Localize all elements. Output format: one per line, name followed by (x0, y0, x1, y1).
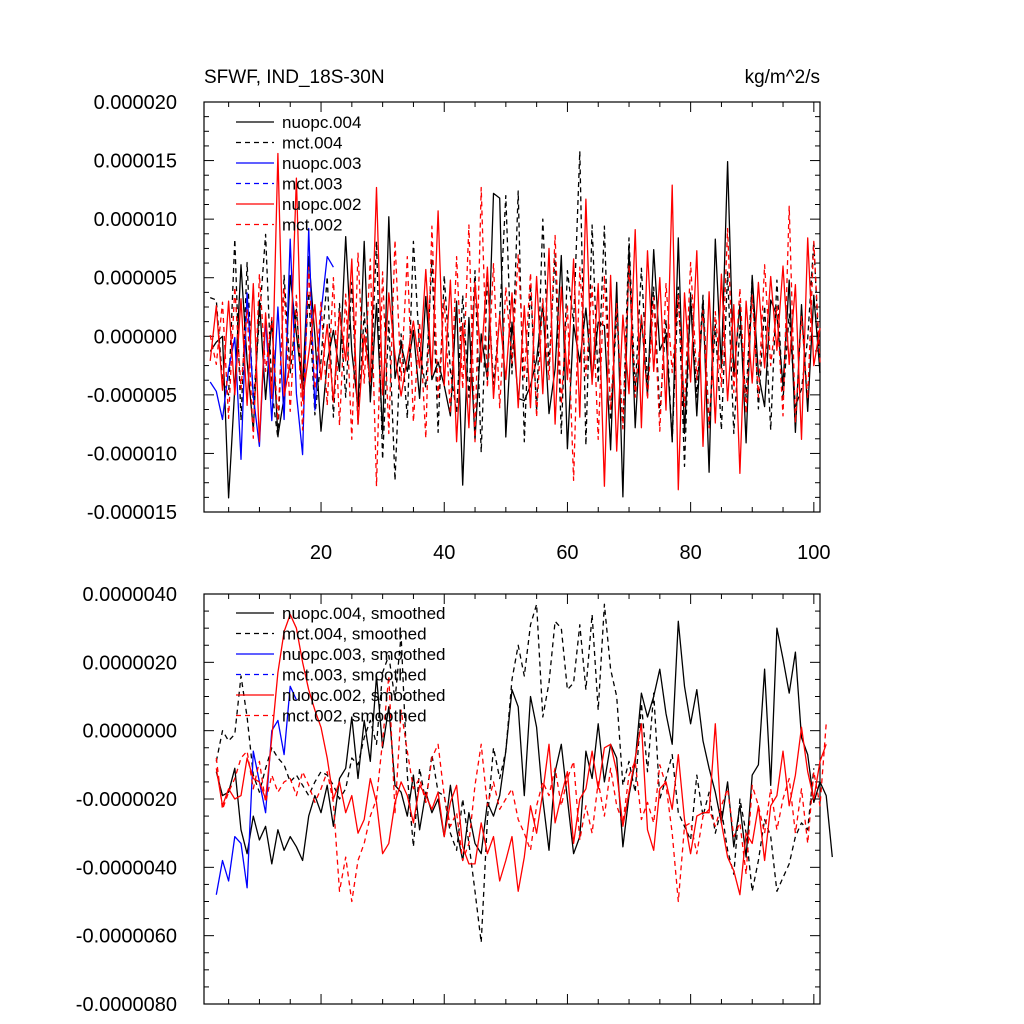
top-y-tick-label: 0.000005 (94, 268, 177, 290)
bottom-series-line-2 (215, 685, 297, 895)
bottom-y-tick-label: -0.0000020 (76, 789, 177, 811)
top-legend-label: nuopc.003 (282, 154, 361, 173)
top-series-line-5 (209, 186, 821, 487)
top-x-tick-label: 40 (433, 542, 455, 564)
bottom-series-line-1 (215, 603, 815, 944)
top-legend-label: nuopc.002 (282, 195, 361, 214)
bottom-y-tick-label: -0.0000060 (76, 926, 177, 948)
top-x-tick-label: 20 (310, 542, 332, 564)
top-y-tick-label: -0.000010 (87, 443, 177, 465)
top-chart: 20 40 60 80 100 0.000020 0.000015 0.000010 0.000… (87, 92, 831, 564)
bottom-y-tick-label: 0.0000000 (82, 721, 177, 743)
top-y-tick-label: 0.000020 (94, 92, 177, 114)
bottom-legend-label: mct.003, smoothed (282, 666, 427, 685)
top-x-tick-label: 100 (797, 542, 830, 564)
bottom-y-tick-label: 0.0000040 (82, 584, 177, 606)
bottom-legend-label: nuopc.003, smoothed (282, 645, 446, 664)
bottom-legend-label: mct.002, smoothed (282, 707, 427, 726)
bottom-y-tick-label: -0.0000040 (76, 857, 177, 879)
bottom-legend-label: nuopc.004, smoothed (282, 604, 446, 623)
bottom-series-line-4 (215, 613, 827, 896)
top-chart-units: kg/m^2/s (745, 67, 820, 88)
top-legend-label: mct.004 (282, 134, 342, 153)
top-y-tick-label: 0.000000 (94, 326, 177, 348)
bottom-legend-label: mct.004, smoothed (282, 625, 427, 644)
top-x-tick-label: 60 (556, 542, 578, 564)
top-series-line-1 (209, 150, 821, 482)
top-legend-label: nuopc.004 (282, 113, 361, 132)
top-legend-label: mct.003 (282, 175, 342, 194)
top-y-tick-label: -0.000005 (87, 385, 177, 407)
top-y-tick-label: 0.000015 (94, 151, 177, 173)
top-chart-title: SFWF, IND_18S-30N (204, 67, 385, 88)
bottom-chart: 0.0000040 0.0000020 0.0000000 -0.0000020 -0.… (76, 584, 833, 1016)
bottom-series-line-5 (215, 675, 827, 903)
bottom-y-tick-label: -0.0000080 (76, 994, 177, 1016)
top-legend-label: mct.002 (282, 216, 342, 235)
top-y-tick-label: -0.000015 (87, 502, 177, 524)
bottom-y-tick-label: 0.0000020 (82, 652, 177, 674)
bottom-legend-label: nuopc.002, smoothed (282, 686, 446, 705)
top-y-tick-label: 0.000010 (94, 209, 177, 231)
top-x-tick-label: 80 (680, 542, 702, 564)
